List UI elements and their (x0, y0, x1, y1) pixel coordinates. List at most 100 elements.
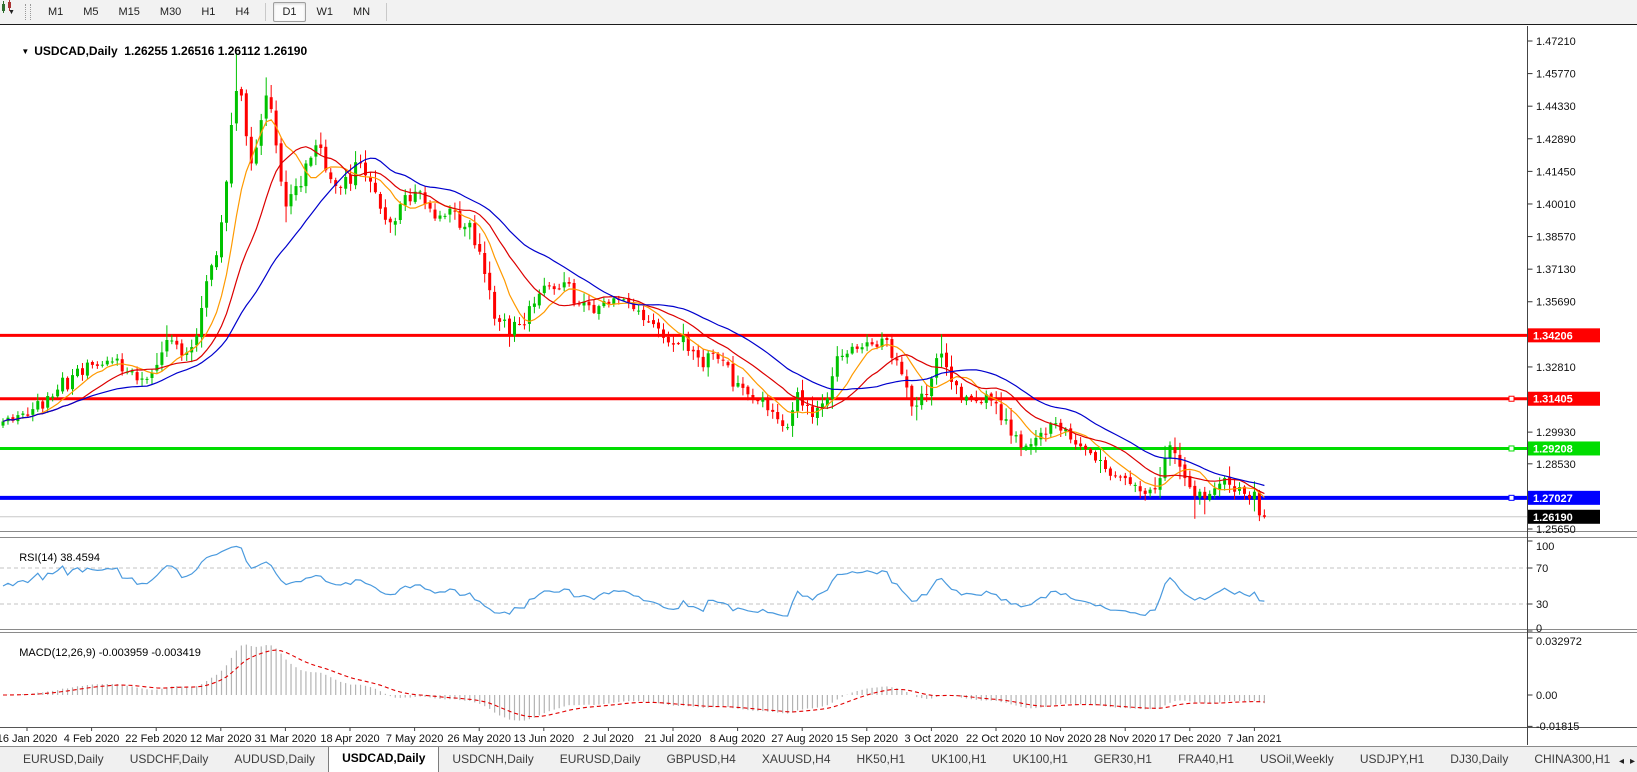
price-tick-label: 1.29930 (1536, 427, 1576, 439)
chart-title-symbol: USDCAD,Daily (34, 44, 118, 58)
price-tick-label: 1.38570 (1536, 232, 1576, 244)
tab-ger30-h1[interactable]: GER30,H1 (1093, 752, 1152, 766)
time-tick-label: 10 Nov 2020 (1029, 733, 1091, 745)
chart-cursor-dropdown-icon[interactable]: ▼ (8, 8, 15, 16)
price-badge-label: 1.26190 (1533, 512, 1573, 524)
price-badge (1528, 490, 1600, 505)
price-tick-label: 1.37130 (1536, 264, 1576, 276)
timeframe-button-m1[interactable]: M1 (47, 6, 64, 18)
tab-dj30-daily[interactable]: DJ30,Daily (1450, 752, 1509, 766)
timeframe-button-m15[interactable]: M15 (118, 6, 140, 18)
tab-scroll-left-icon[interactable]: ◂ (1618, 756, 1624, 767)
tab-scroll-right-icon[interactable]: ▸ (1629, 756, 1635, 767)
chart-title-ohlc: 1.26255 1.26516 1.26112 1.26190 (124, 44, 308, 58)
price-tick-label: 1.32810 (1536, 362, 1576, 374)
time-tick-label: 31 Mar 2020 (255, 733, 317, 745)
price-tick-label: 1.42890 (1536, 134, 1576, 146)
tab-china300-h1[interactable]: CHINA300,H1 (1534, 752, 1611, 766)
hline-handle[interactable] (1508, 494, 1515, 501)
time-tick-label: 7 May 2020 (386, 733, 443, 745)
top-toolbar: ▼ M1 M5 M15 M30 H1 H4 D1 W1 MN (0, 0, 1637, 25)
time-tick-label: 17 Dec 2020 (1159, 733, 1221, 745)
price-badge-label: 1.29208 (1533, 443, 1573, 455)
tab-hk50-h1[interactable]: HK50,H1 (856, 752, 906, 766)
macd-histogram (7, 644, 1265, 721)
price-badge-label: 1.34206 (1533, 330, 1573, 342)
ma-line-30 (2, 157, 1265, 487)
tab-gbpusd-h4[interactable]: GBPUSD,H4 (666, 752, 736, 766)
macd-tick-label: 0.032972 (1536, 636, 1582, 648)
chart-canvas[interactable]: 1.47210 1.45770 1.44330 1.42890 1.41450 1.400… (0, 26, 1637, 745)
tab-usdcnh-daily[interactable]: USDCNH,Daily (452, 752, 534, 766)
toolbar-divider (265, 3, 267, 21)
tab-audusd-daily[interactable]: AUDUSD,Daily (234, 752, 316, 766)
timeframe-button-m30[interactable]: M30 (159, 6, 182, 18)
hline-handle[interactable] (1508, 445, 1515, 452)
tab-usdcad-daily[interactable]: USDCAD,Daily (328, 747, 440, 772)
tab-usdjpy-h1[interactable]: USDJPY,H1 (1359, 752, 1425, 766)
price-tick-label: 1.35690 (1536, 297, 1576, 309)
tab-usdchf-daily[interactable]: USDCHF,Daily (129, 752, 209, 766)
rsi-tick-label: 30 (1536, 599, 1548, 611)
rsi-tick-label: 70 (1536, 563, 1548, 575)
timeframe-button-mn[interactable]: MN (353, 6, 371, 18)
macd-tick-label: 0.00 (1536, 690, 1557, 702)
tab-eurusd-daily[interactable]: EURUSD,Daily (23, 752, 104, 766)
timeframe-button-w1[interactable]: W1 (316, 6, 334, 18)
time-tick-label: 8 Aug 2020 (710, 733, 766, 745)
tab-uk100-h1[interactable]: UK100,H1 (931, 752, 987, 766)
tab-usoil-weekly[interactable]: USOil,Weekly (1260, 752, 1334, 766)
price-badge-label: 1.27027 (1533, 493, 1573, 505)
time-tick-label: 27 Aug 2020 (771, 733, 833, 745)
ma-line-16 (2, 146, 1265, 495)
price-tick-label: 1.25650 (1536, 524, 1576, 536)
timeframe-button-h4[interactable]: H4 (235, 6, 250, 18)
time-tick-label: 26 May 2020 (447, 733, 511, 745)
chart-title: ▼ USDCAD,Daily 1.26255 1.26516 1.26112 1.… (8, 30, 307, 72)
price-badge (1528, 328, 1600, 343)
price-tick-label: 1.44330 (1536, 101, 1576, 113)
timeframe-button-m5[interactable]: M5 (83, 6, 99, 18)
chart-title-dropdown-icon[interactable]: ▼ (21, 47, 30, 56)
time-tick-label: 7 Jan 2021 (1227, 733, 1281, 745)
time-tick-label: 4 Feb 2020 (64, 733, 120, 745)
price-badge-label: 1.31405 (1533, 394, 1573, 406)
time-tick-label: 21 Jul 2020 (645, 733, 702, 745)
time-tick-label: 2 Jul 2020 (583, 733, 634, 745)
chart-window[interactable]: ▼ USDCAD,Daily 1.26255 1.26516 1.26112 1.… (0, 26, 1637, 745)
hline-handle[interactable] (1508, 395, 1515, 402)
time-tick-label: 13 Jun 2020 (514, 733, 575, 745)
toolbar-grip[interactable] (24, 4, 31, 20)
rsi-label: RSI(14) 38.4594 (19, 552, 100, 564)
timeframe-button-h1[interactable]: H1 (201, 6, 216, 18)
price-tick-label: 1.28530 (1536, 459, 1576, 471)
macd-tick-label: -0.01815 (1536, 721, 1579, 733)
price-tick-label: 1.45770 (1536, 69, 1576, 81)
time-tick-label: 15 Sep 2020 (836, 733, 898, 745)
price-badge (1528, 509, 1600, 524)
macd-signal-line (3, 649, 1265, 718)
price-tick-label: 1.41450 (1536, 166, 1576, 178)
tab-xauusd-h4[interactable]: XAUUSD,H4 (761, 752, 831, 766)
time-tick-label: 3 Oct 2020 (904, 733, 958, 745)
price-tick-label: 1.40010 (1536, 199, 1576, 211)
tab-fra40-h1[interactable]: FRA40,H1 (1177, 752, 1235, 766)
price-badge (1528, 391, 1600, 406)
time-tick-label: 22 Oct 2020 (966, 733, 1026, 745)
candles-layer (1, 53, 1266, 522)
ma-line-8 (2, 119, 1265, 498)
time-tick-label: 18 Apr 2020 (320, 733, 379, 745)
time-tick-label: 22 Feb 2020 (125, 733, 187, 745)
timeframe-button-d1[interactable]: D1 (273, 2, 306, 22)
symbol-tabbar: EURUSD,Daily USDCHF,Daily AUDUSD,Daily USDC… (0, 746, 1637, 772)
price-tick-label: 1.47210 (1536, 36, 1576, 48)
chart-cursor-icon (2, 0, 11, 13)
chart-cursor-button[interactable]: ▼ (2, 0, 19, 18)
price-badge (1528, 441, 1600, 456)
toolbar-divider (386, 3, 388, 21)
tab-uk100-h1[interactable]: UK100,H1 (1012, 752, 1068, 766)
rsi-tick-label: 0 (1536, 623, 1542, 635)
tab-eurusd-daily[interactable]: EURUSD,Daily (559, 752, 641, 766)
macd-label: MACD(12,26,9) -0.003959 -0.003419 (19, 647, 201, 659)
time-tick-label: 16 Jan 2020 (0, 733, 57, 745)
